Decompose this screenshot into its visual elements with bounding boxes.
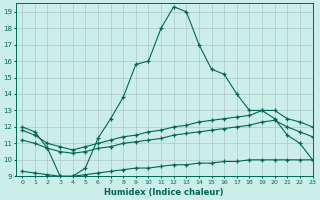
X-axis label: Humidex (Indice chaleur): Humidex (Indice chaleur)	[105, 188, 224, 197]
